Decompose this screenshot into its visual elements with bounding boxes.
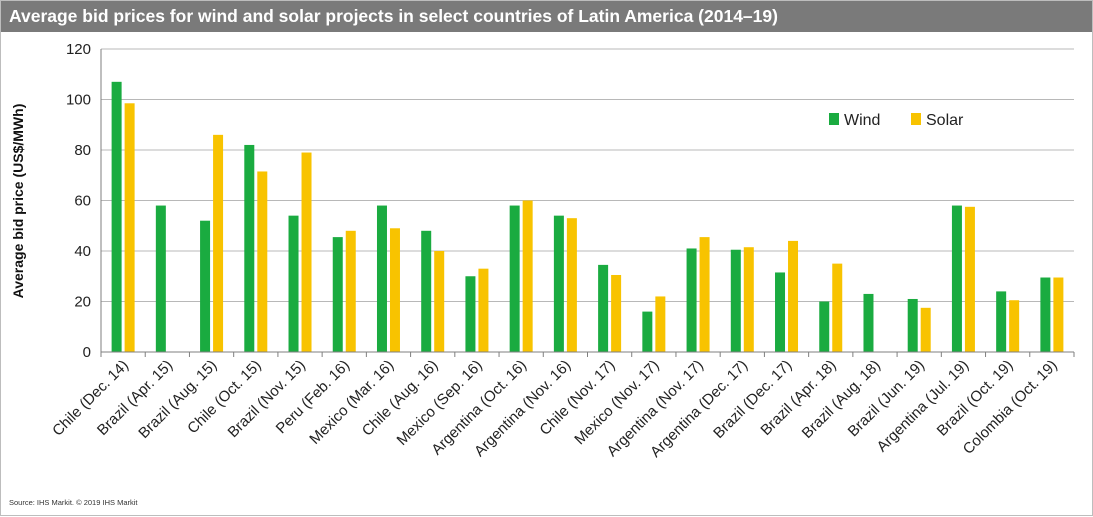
chart-title: Average bid prices for wind and solar pr…: [1, 1, 1092, 32]
x-tick-label: Brazil (Oct. 19): [934, 357, 1017, 440]
y-tick-label: 20: [74, 294, 91, 311]
y-tick-labels: 0 20 40 60 80 100 120: [66, 41, 91, 361]
legend: Wind Solar: [829, 112, 964, 129]
y-tick-label: 60: [74, 193, 91, 210]
bar-solar: [213, 134, 224, 352]
bar-wind: [111, 81, 122, 352]
bar-solar: [832, 263, 843, 352]
bar-solar: [522, 200, 533, 352]
source-note: Source: IHS Markit. © 2019 IHS Markit: [9, 498, 138, 507]
bar-solar: [920, 307, 931, 352]
x-tick-labels: Chile (Dec. 14)Brazil (Apr. 15)Brazil (A…: [49, 357, 1061, 461]
bar-wind: [155, 205, 166, 352]
bar-wind: [775, 272, 786, 352]
x-tick-label: Chile (Dec. 14): [49, 357, 132, 440]
bar-solar: [389, 228, 400, 352]
bar-wind: [907, 298, 918, 352]
bar-solar: [434, 251, 445, 352]
axes: [100, 49, 1075, 357]
legend-swatch-wind: [829, 113, 839, 125]
bar-solar: [788, 240, 799, 352]
bar-wind: [553, 215, 564, 352]
bar-wind: [509, 205, 520, 352]
x-tick-label: Brazil (Aug. 18): [799, 357, 884, 442]
bars: [111, 81, 1064, 352]
x-tick-label: Brazil (Jun. 19): [845, 357, 928, 440]
bar-solar: [1053, 277, 1064, 352]
bar-solar: [699, 237, 710, 352]
bar-wind: [465, 276, 476, 352]
legend-label-solar: Solar: [926, 112, 964, 129]
bar-wind: [730, 249, 741, 352]
bar-wind: [642, 311, 653, 352]
bar-solar: [655, 296, 666, 352]
x-tick-label: Brazil (Nov. 15): [225, 357, 309, 441]
legend-label-wind: Wind: [844, 112, 880, 129]
bar-wind: [819, 301, 830, 352]
bar-wind: [376, 205, 387, 352]
bar-solar: [257, 171, 268, 352]
bar-solar: [743, 247, 754, 352]
bar-solar: [124, 103, 135, 352]
bar-solar: [964, 206, 975, 352]
x-tick-label: Chile (Aug. 16): [359, 357, 442, 440]
bar-wind: [951, 205, 962, 352]
y-axis-label: Average bid price (US$/MWh): [10, 104, 26, 299]
bar-solar: [1009, 300, 1020, 352]
bar-solar: [611, 274, 622, 352]
bar-wind: [200, 220, 211, 352]
bar-wind: [1040, 277, 1051, 352]
bar-wind: [332, 237, 343, 352]
bar-wind: [996, 291, 1007, 352]
bar-wind: [244, 144, 255, 352]
y-tick-label: 100: [66, 92, 91, 109]
bar-wind: [288, 215, 299, 352]
legend-swatch-solar: [911, 113, 921, 125]
y-tick-label: 80: [74, 142, 91, 159]
y-tick-label: 120: [66, 41, 91, 58]
x-tick-label: Brazil (Dec. 17): [710, 357, 795, 442]
bar-wind: [598, 264, 609, 352]
bar-solar: [301, 152, 312, 352]
y-tick-label: 40: [74, 243, 91, 260]
bar-solar: [566, 218, 577, 352]
x-tick-label: Brazil (Aug. 15): [135, 357, 220, 442]
bar-wind: [686, 248, 697, 352]
y-tick-label: 0: [83, 344, 91, 361]
bar-wind: [863, 293, 874, 352]
bar-wind: [421, 230, 432, 352]
bar-solar: [345, 230, 356, 352]
bar-solar: [478, 268, 489, 352]
